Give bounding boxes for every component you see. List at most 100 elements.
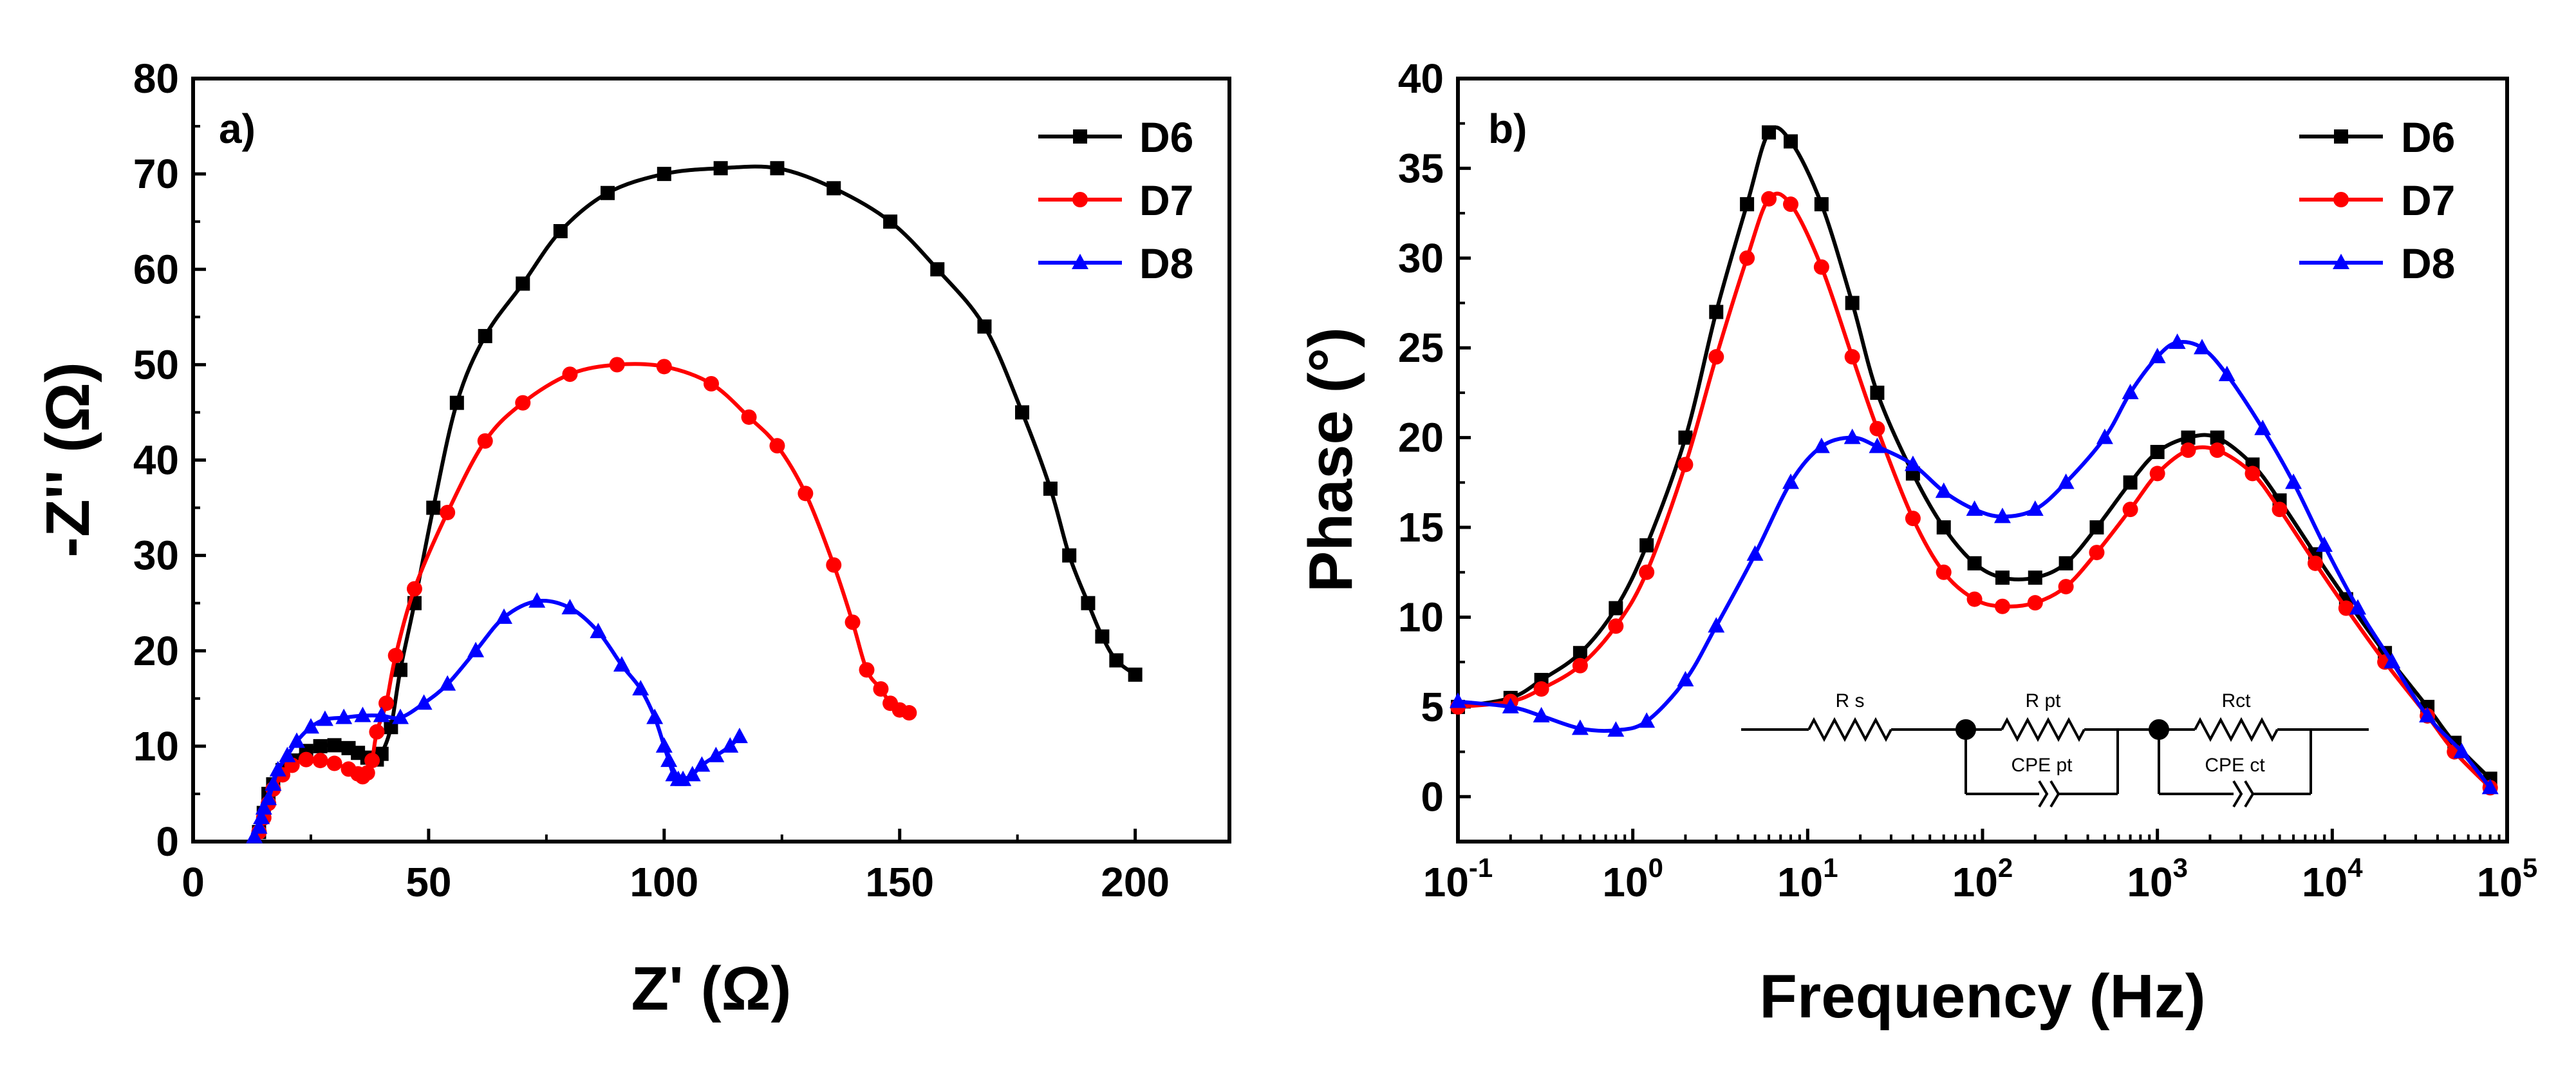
data-point-d7 <box>477 433 493 449</box>
legend-label-d6: D6 <box>2401 113 2455 161</box>
data-point-d7 <box>2089 545 2105 561</box>
data-point-d8 <box>1533 706 1550 722</box>
y-tick-label: 15 <box>1398 504 1444 551</box>
data-point-d8 <box>1782 473 1800 489</box>
data-point-d7 <box>901 705 917 721</box>
data-point-d7 <box>2149 466 2165 482</box>
data-point-d6 <box>2058 556 2073 570</box>
data-point-d8 <box>373 706 390 722</box>
plot-a-legend: D6 D7 D8 <box>1038 113 1193 287</box>
series-d6 <box>1451 125 2497 786</box>
data-point-d8 <box>1746 545 1764 561</box>
data-point-d6 <box>2210 430 2225 445</box>
plot-a-ticks: 0 50 100 150 200 0 10 20 30 40 50 60 70 80 <box>133 55 1170 905</box>
data-point-d6 <box>770 161 785 176</box>
data-point-d8 <box>722 737 739 753</box>
data-point-d8 <box>655 737 673 753</box>
data-point-d8 <box>1571 719 1589 735</box>
series-d8 <box>246 592 748 844</box>
data-point-d6 <box>1870 385 1885 400</box>
data-point-d8 <box>2349 599 2367 615</box>
y-tick-label: 40 <box>1398 55 1444 102</box>
data-point-d8 <box>693 756 711 772</box>
data-point-d8 <box>439 675 456 691</box>
data-point-d8 <box>2481 778 2499 795</box>
y-tick-label: 30 <box>1398 235 1444 281</box>
data-point-d7 <box>1905 511 1921 527</box>
data-point-d7 <box>704 376 719 391</box>
data-point-d6 <box>713 161 728 176</box>
data-point-d7 <box>2308 555 2324 571</box>
data-point-d7 <box>2027 595 2043 611</box>
data-point-d7 <box>2058 579 2074 595</box>
data-point-d7 <box>406 581 422 597</box>
data-point-d7 <box>369 724 385 740</box>
data-point-d8 <box>2096 428 2113 444</box>
y-tick-label: 60 <box>133 246 179 292</box>
data-point-d6 <box>2028 570 2042 585</box>
data-point-d6 <box>1639 538 1654 552</box>
data-point-d8 <box>1502 697 1519 713</box>
data-point-d6 <box>426 500 441 515</box>
data-point-d6 <box>393 663 407 677</box>
data-point-d7 <box>873 681 889 697</box>
legend-marker-d8 <box>1072 254 1088 269</box>
y-tick-label: 20 <box>133 628 179 674</box>
data-point-d8 <box>675 770 692 786</box>
legend-label-d8: D8 <box>1139 240 1193 287</box>
plot-b-y-axis-label: Phase (°) <box>1296 327 1365 592</box>
data-point-d6 <box>478 328 492 343</box>
resistor-rct <box>2194 717 2279 742</box>
data-point-d7 <box>326 755 342 771</box>
data-point-d7 <box>312 753 328 769</box>
y-tick-label: 25 <box>1398 325 1444 371</box>
circuit-label-cpe-ct: CPE ct <box>2205 755 2265 776</box>
data-point-d6 <box>1814 197 1829 212</box>
data-point-d8 <box>2419 706 2436 722</box>
x-tick-label: 200 <box>1101 859 1170 905</box>
data-point-d7 <box>364 753 380 769</box>
data-point-d6 <box>1062 548 1077 563</box>
y-tick-label: 10 <box>1398 594 1444 640</box>
data-point-d7 <box>1533 681 1549 697</box>
cpe-pt-element <box>2049 780 2060 808</box>
data-point-d8 <box>354 706 371 722</box>
series-line-d7 <box>257 362 910 833</box>
y-tick-label: 50 <box>133 341 179 388</box>
data-point-d7 <box>1869 420 1885 437</box>
data-point-d8 <box>496 608 512 624</box>
data-point-d7 <box>2209 442 2225 458</box>
x-tick-label: 101 <box>1777 853 1838 905</box>
data-point-d6 <box>1740 197 1755 212</box>
equivalent-circuit-inset <box>1741 717 2369 808</box>
data-point-d7 <box>1994 598 2010 614</box>
legend-marker-d6 <box>2334 129 2348 144</box>
series-d6 <box>252 161 1143 840</box>
data-point-d6 <box>1762 125 1777 140</box>
x-tick-label: 104 <box>2302 853 2363 905</box>
legend-marker-d7 <box>2333 192 2349 207</box>
circuit-label-rs: R s <box>1836 690 1865 712</box>
data-point-d8 <box>1843 428 1861 444</box>
data-point-d8 <box>707 746 725 762</box>
data-point-d7 <box>1572 657 1588 674</box>
data-point-d8 <box>246 827 263 844</box>
plot-b-x-axis-label: Frequency (Hz) <box>1759 962 2205 1031</box>
data-point-d7 <box>378 695 395 712</box>
data-point-d7 <box>440 504 456 520</box>
data-point-d8 <box>260 789 277 806</box>
data-point-d6 <box>1784 134 1798 149</box>
plot-a-frame <box>191 77 1231 844</box>
data-point-d8 <box>2285 473 2302 489</box>
data-point-d6 <box>1043 481 1058 496</box>
cpe-ct-element <box>2232 780 2243 808</box>
data-point-d7 <box>2245 466 2261 482</box>
data-point-d8 <box>731 728 748 744</box>
y-tick-label: 20 <box>1398 415 1444 461</box>
y-tick-label: 30 <box>133 532 179 579</box>
data-point-d7 <box>1708 349 1724 365</box>
data-point-d8 <box>2122 383 2139 399</box>
data-point-d7 <box>609 357 625 373</box>
x-tick-label: 100 <box>630 859 698 905</box>
data-point-d6 <box>1095 629 1110 644</box>
